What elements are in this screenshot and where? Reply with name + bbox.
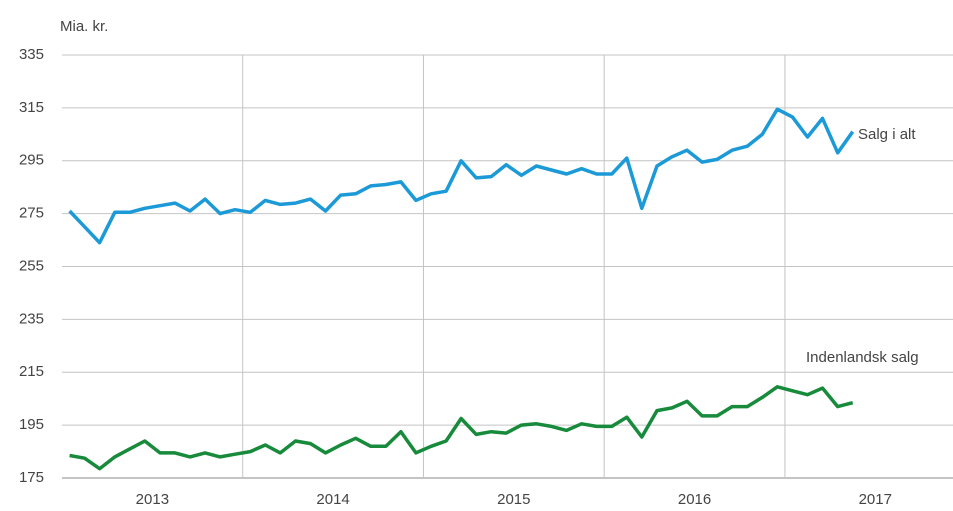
- y-tick-label: 175: [19, 469, 44, 486]
- y-axis-label: Mia. kr.: [60, 18, 108, 35]
- series-line: [69, 385, 854, 471]
- y-tick-label: 235: [19, 310, 44, 327]
- x-tick-label: 2013: [136, 491, 169, 508]
- x-tick-label: 2015: [497, 491, 530, 508]
- y-tick-label: 195: [19, 416, 44, 433]
- series-line: [68, 107, 855, 245]
- x-tick-label: 2017: [859, 491, 892, 508]
- y-tick-label: 335: [19, 46, 44, 63]
- x-tick-label: 2014: [316, 491, 349, 508]
- series-label: Indenlandsk salg: [806, 349, 919, 366]
- y-tick-label: 315: [19, 99, 44, 116]
- y-tick-label: 275: [19, 205, 44, 222]
- y-tick-label: 295: [19, 152, 44, 169]
- y-tick-label: 215: [19, 363, 44, 380]
- x-tick-label: 2016: [678, 491, 711, 508]
- y-tick-label: 255: [19, 257, 44, 274]
- series-label: Salg i alt: [858, 126, 916, 143]
